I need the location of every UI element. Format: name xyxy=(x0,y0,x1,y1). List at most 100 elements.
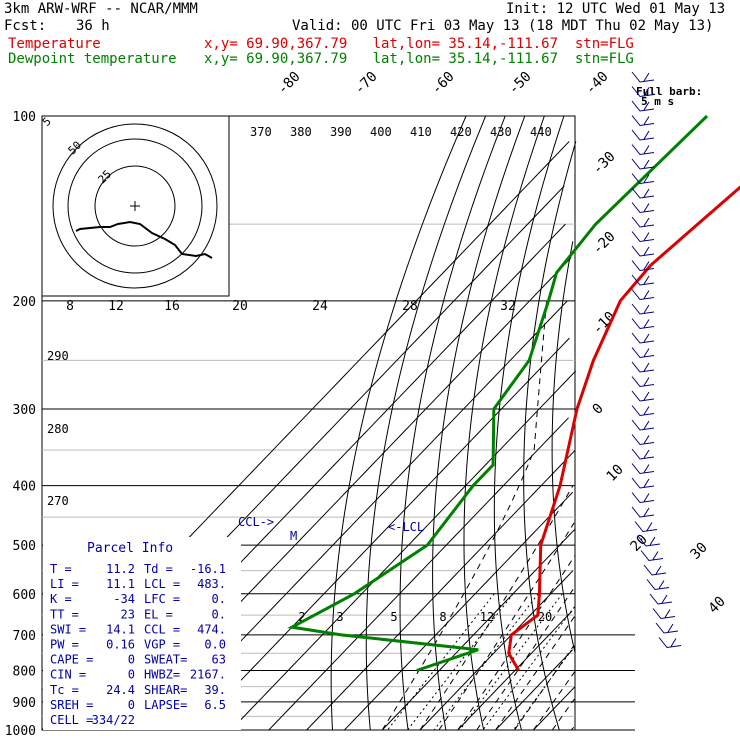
moist-adiabat xyxy=(532,670,577,731)
wind-barb xyxy=(631,129,655,141)
isotherm xyxy=(344,491,574,731)
temperature-location: x,y= 69.90,367.79 lat,lon= 35.14,-111.67… xyxy=(204,36,634,52)
parcel-info-key: CELL = xyxy=(50,713,93,727)
parcel-info-key: SHEAR= xyxy=(144,683,187,697)
wind-barb xyxy=(631,260,655,272)
parcel-info-value: 0 xyxy=(128,698,135,712)
parcel-info-background xyxy=(43,537,241,730)
parcel-info-key: EL = xyxy=(144,607,173,621)
parcel-info-key: CAPE = xyxy=(50,653,93,667)
isotherm-label: -20 xyxy=(590,229,619,258)
moist-adiabat xyxy=(381,300,548,731)
mixing-ratio-lines xyxy=(387,593,575,731)
moist-adiabat xyxy=(419,485,574,731)
isotherm xyxy=(268,417,569,731)
theta-label: 390 xyxy=(330,125,352,139)
parcel-info-value: -16.1 xyxy=(190,562,226,576)
hodograph-center-mark xyxy=(130,201,140,211)
wind-barb xyxy=(649,593,673,605)
wind-speed-label: 24 xyxy=(312,299,328,314)
wind-barb xyxy=(646,579,670,591)
wind-barb xyxy=(631,463,655,475)
wind-barb xyxy=(631,158,655,170)
wind-barb xyxy=(637,535,661,547)
wind-barb xyxy=(631,477,655,489)
isotherm-label: 30 xyxy=(688,540,711,563)
pressure-label: 400 xyxy=(13,480,36,495)
parcel-info-key: LI = xyxy=(50,577,79,591)
wind-barb xyxy=(631,187,655,199)
parcel-info-value: 483. xyxy=(197,577,226,591)
wind-barb xyxy=(631,506,655,518)
lcl-marker: <-LCL xyxy=(388,520,424,534)
dewpoint-legend: Dewpoint temperature xyxy=(8,51,177,67)
mixing-ratio-line xyxy=(433,593,539,731)
hodograph-inset: 5 50 25 xyxy=(40,115,230,297)
parcel-info-value: -34 xyxy=(113,592,135,606)
parcel-info-key: CCL = xyxy=(144,622,180,636)
parcel-info-key: Tc = xyxy=(50,683,79,697)
parcel-info-value: 39. xyxy=(204,683,226,697)
mixing-ratio-line xyxy=(459,593,563,731)
valid-time: Valid: 00 UTC Fri 03 May 13 (18 MDT Thu … xyxy=(292,18,714,34)
hodograph-ring-inner xyxy=(94,165,176,247)
parcel-info-value: 11.2 xyxy=(106,562,135,576)
isotherm xyxy=(570,726,575,731)
pressure-label: 200 xyxy=(13,295,36,310)
temperature-legend: Temperature xyxy=(8,36,101,52)
mixing-ratio-label: 3 xyxy=(336,610,343,624)
hodograph-ring-outer xyxy=(52,123,218,289)
wind-barb xyxy=(631,390,655,402)
parcel-info-value: 0 xyxy=(128,653,135,667)
wind-speed-label: 16 xyxy=(164,299,180,314)
theta-label: 380 xyxy=(290,125,312,139)
parcel-info-value: 0. xyxy=(212,607,226,621)
parcel-info-key: LAPSE= xyxy=(144,698,187,712)
mixing-ratio-line xyxy=(387,593,495,731)
wind-barb xyxy=(640,550,664,562)
theta-label: 430 xyxy=(490,125,512,139)
wind-barb xyxy=(631,173,655,185)
dewpoint-location: x,y= 69.90,367.79 lat,lon= 35.14,-111.67… xyxy=(204,51,634,67)
fcst-value: 36 h xyxy=(76,18,110,34)
parcel-info-key: T = xyxy=(50,562,72,576)
parcel-info-value: 24.4 xyxy=(106,683,135,697)
theta-label: 280 xyxy=(47,422,69,436)
moist-adiabats xyxy=(381,300,577,731)
theta-label: 400 xyxy=(370,125,392,139)
dry-adiabat xyxy=(493,115,565,731)
pressure-label: 700 xyxy=(13,629,36,644)
pressure-label: 1000 xyxy=(5,724,36,739)
wind-barb xyxy=(631,376,655,388)
wind-speed-label: 20 xyxy=(232,299,248,314)
dry-adiabat xyxy=(365,115,487,731)
moist-adiabat xyxy=(457,555,576,731)
parcel-info-key: TT = xyxy=(50,607,79,621)
dry-adiabat xyxy=(523,141,577,731)
parcel-info-key: Td = xyxy=(144,562,173,576)
wind-barb xyxy=(631,318,655,330)
fcst-label: Fcst: xyxy=(4,18,47,34)
parcel-info-value: 334/22 xyxy=(92,713,135,727)
parcel-info-rows: T = 11.2 Td = -16.1 LI = 11.1 LCL = 483. K = -34 L… xyxy=(50,562,226,727)
wind-barb xyxy=(631,434,655,446)
wind-barbs xyxy=(631,71,682,649)
isotherm-label: 40 xyxy=(706,594,729,617)
isotherm-label: -70 xyxy=(352,69,381,98)
parcel-info-key: K = xyxy=(50,592,72,606)
parcel-info-key: LFC = xyxy=(144,592,180,606)
wind-barb xyxy=(658,637,682,649)
wind-barb xyxy=(631,419,655,431)
wind-speed-label: 8 xyxy=(66,299,74,314)
moist-adiabat xyxy=(476,589,574,731)
isotherm-label: -60 xyxy=(429,69,458,98)
mixing-ratio-label: 8 xyxy=(439,610,446,624)
theta-label: 410 xyxy=(410,125,432,139)
parcel-info-key: LCL = xyxy=(144,577,180,591)
parcel-info-value: 14.1 xyxy=(106,622,135,636)
mixing-ratio-line xyxy=(482,606,575,731)
parcel-info-key: SWEAT= xyxy=(144,653,187,667)
mixing-ratio-line xyxy=(513,645,575,731)
dry-adiabat xyxy=(399,115,506,731)
